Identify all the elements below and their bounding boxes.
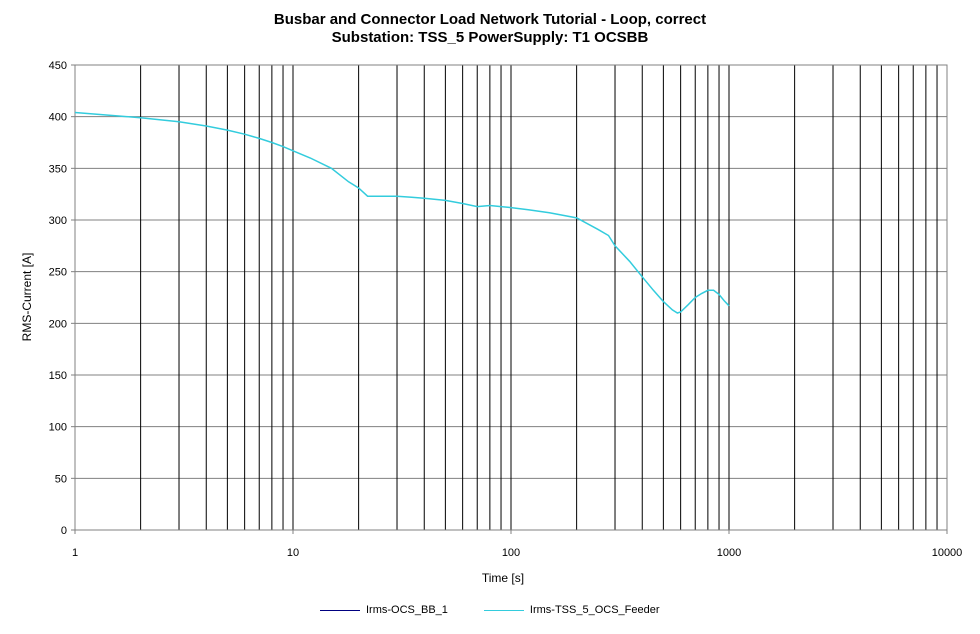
y-tick-label: 50 xyxy=(55,473,67,485)
chart-subtitle: Substation: TSS_5 PowerSupply: T1 OCSBB xyxy=(331,29,649,46)
legend-item-series-1: Irms-OCS_BB_1 xyxy=(320,604,448,616)
y-tick-label: 200 xyxy=(49,318,67,330)
legend-swatch-series-2 xyxy=(483,609,524,611)
x-tick-label: 10000 xyxy=(932,547,963,559)
legend-label-series-2: Irms-TSS_5_OCS_Feeder xyxy=(529,604,660,616)
chart-canvas: 0 50 100 150 200 250 300 350 400 450 1 10 100 1000 100… xyxy=(20,60,963,585)
chart-title: Busbar and Connector Load Network Tutori… xyxy=(273,11,707,28)
legend-swatch-series-1 xyxy=(320,609,360,611)
legend-label-series-1: Irms-OCS_BB_1 xyxy=(366,604,448,616)
x-tick-label: 100 xyxy=(502,547,520,559)
series-layer xyxy=(74,111,730,314)
x-tick-label: 1 xyxy=(72,547,78,559)
legend: Irms-OCS_BB_1 Irms-TSS_5_OCS_Feeder xyxy=(320,604,696,616)
y-tick-label: 350 xyxy=(49,163,67,175)
legend-item-series-2: Irms-TSS_5_OCS_Feeder xyxy=(483,604,660,616)
y-tick-label: 0 xyxy=(61,525,67,537)
y-tick-label: 250 xyxy=(49,267,67,279)
y-tick-label: 300 xyxy=(49,215,67,227)
tick-layer: 0 50 100 150 200 250 300 350 400 450 1 10 100 1000 100… xyxy=(49,60,963,559)
series-line-2 xyxy=(74,111,730,314)
y-tick-label: 150 xyxy=(49,370,67,382)
grid-layer xyxy=(74,64,948,531)
x-tick-label: 1000 xyxy=(717,547,741,559)
y-tick-label: 400 xyxy=(49,112,67,124)
y-tick-label: 450 xyxy=(49,60,67,72)
x-tick-label: 10 xyxy=(287,547,299,559)
y-tick-label: 100 xyxy=(49,422,67,434)
x-axis-label: Time [s] xyxy=(482,571,524,585)
y-axis-label: RMS-Current [A] xyxy=(20,253,34,342)
